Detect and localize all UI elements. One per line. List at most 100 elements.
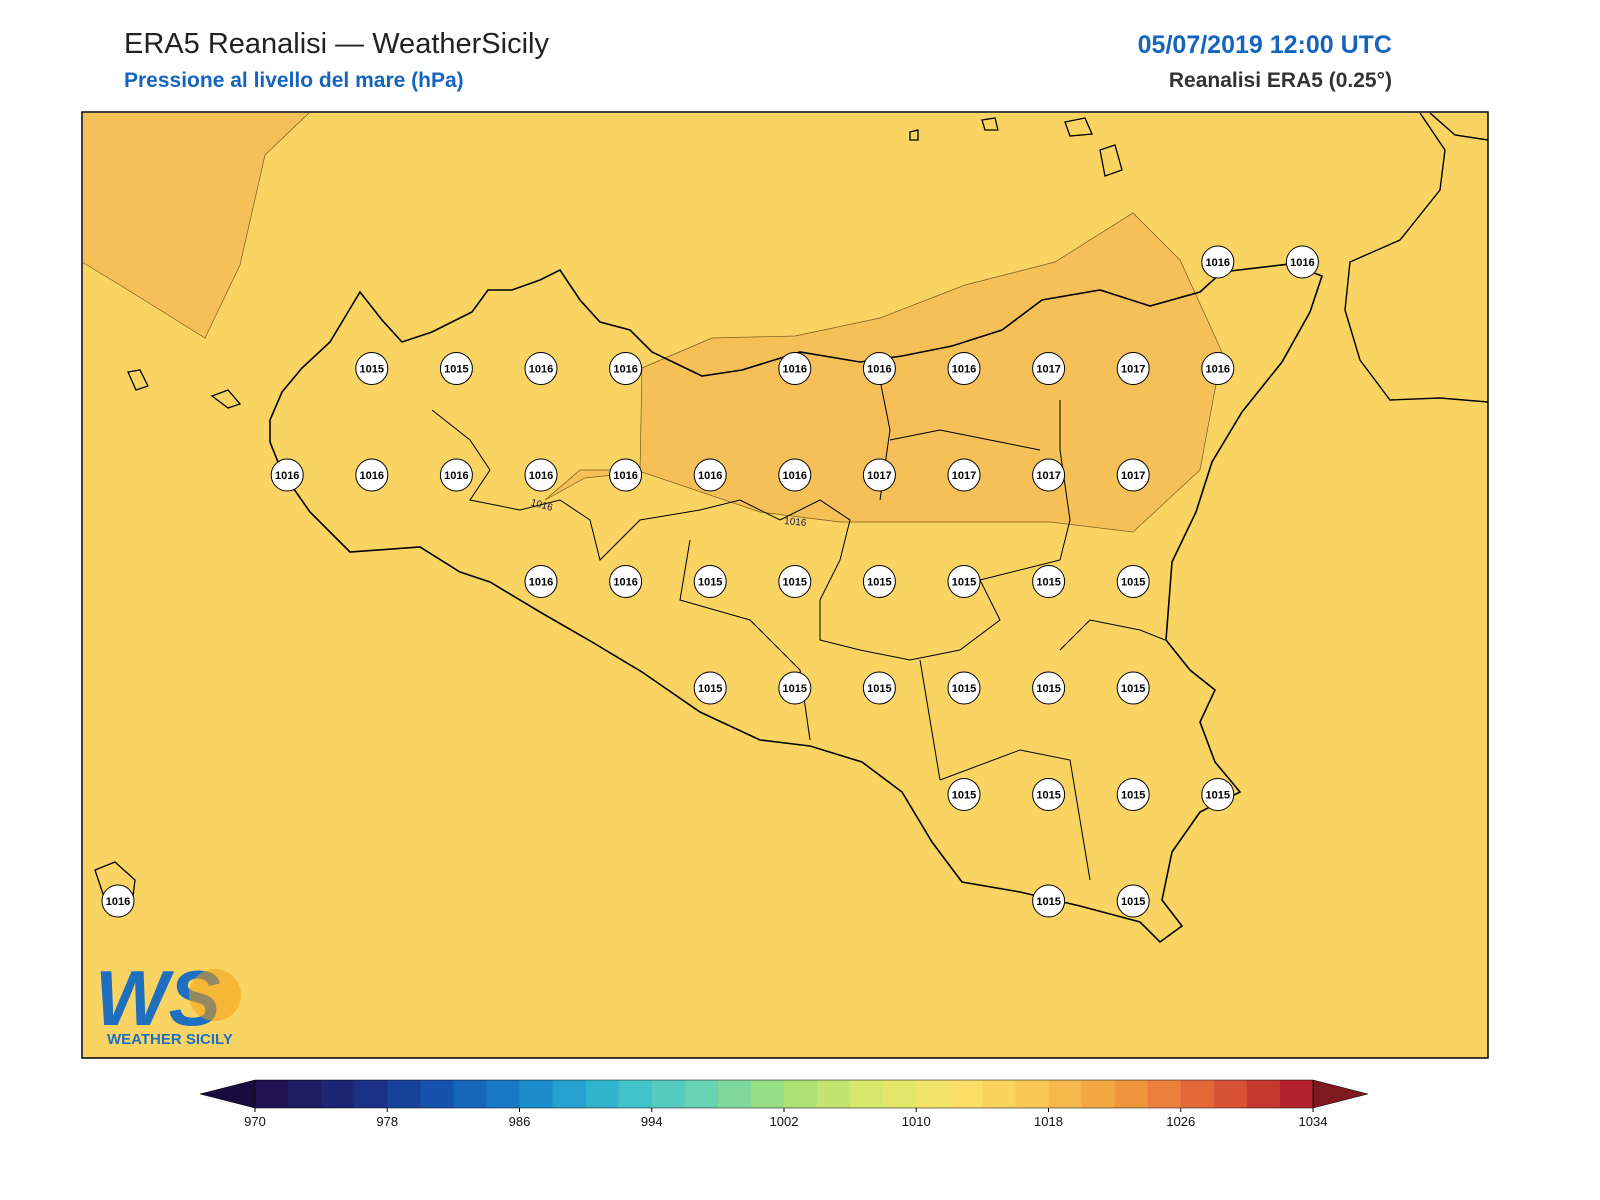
station: 1015 [778, 565, 812, 598]
colorbar-swatch [552, 1080, 587, 1108]
station: 1015 [1116, 671, 1150, 705]
station: 1015 [947, 671, 981, 705]
station: 1016 [1201, 352, 1235, 385]
station: 1017 [1116, 458, 1150, 492]
station: 1015 [778, 671, 812, 705]
station: 1016 [524, 565, 558, 598]
station-marker [524, 565, 558, 598]
station-marker [778, 671, 812, 705]
colorbar-swatch [288, 1080, 322, 1108]
stations: 1016 1016 1015 1015 1016 1016 1016 1016 1016 1017… [101, 245, 1319, 918]
station: 1016 [778, 352, 812, 385]
station: 1015 [1116, 884, 1150, 918]
station-marker [1032, 671, 1066, 705]
colorbar-extend-high [1312, 1079, 1369, 1109]
colorbar-swatch [916, 1080, 950, 1108]
station-value: 1015 [1036, 896, 1060, 908]
station-value: 1016 [613, 576, 637, 588]
station-marker [693, 565, 727, 598]
station-value: 1015 [952, 789, 976, 801]
station-marker [355, 458, 389, 492]
station-marker [439, 458, 473, 492]
station-value: 1016 [613, 363, 637, 375]
station-marker [693, 671, 727, 705]
colorbar-tick-label: 1010 [902, 1114, 931, 1129]
station-marker [524, 458, 558, 492]
station-value: 1016 [275, 470, 299, 482]
station-marker [270, 458, 304, 492]
station: 1016 [524, 458, 558, 492]
station: 1017 [947, 458, 981, 492]
colorbar-swatch [1279, 1080, 1314, 1108]
colorbar-swatch [982, 1080, 1016, 1108]
station: 1015 [693, 671, 727, 705]
colorbar-swatch [1180, 1080, 1215, 1108]
station-value: 1016 [360, 470, 384, 482]
logo-sun [189, 969, 241, 1021]
colorbar-swatch [1114, 1080, 1149, 1108]
station-value: 1016 [529, 576, 553, 588]
coastline [269, 263, 1324, 944]
pressure-region [83, 113, 310, 339]
colorbar-swatch [717, 1080, 752, 1108]
colorbar-swatch [585, 1080, 620, 1108]
colorbar-swatch [618, 1080, 653, 1108]
station-value: 1016 [952, 363, 976, 375]
station: 1015 [862, 565, 896, 598]
station: 1016 [439, 458, 473, 492]
station: 1015 [1201, 778, 1235, 811]
station-marker [355, 352, 389, 385]
map-frame [81, 111, 1489, 1059]
station: 1016 [355, 458, 389, 492]
colorbar-swatch [651, 1080, 686, 1108]
station-marker [1116, 352, 1150, 385]
colorbar-swatch [1147, 1080, 1182, 1108]
station: 1016 [693, 458, 727, 492]
station: 1015 [1032, 884, 1066, 918]
station: 1016 [270, 458, 304, 492]
station: 1015 [1032, 565, 1066, 598]
title: ERA5 Reanalisi — WeatherSicily [124, 28, 549, 60]
colorbar-swatch [1081, 1080, 1116, 1108]
station-value: 1016 [783, 363, 807, 375]
station-marker [1032, 352, 1066, 385]
station-marker [947, 778, 981, 811]
station-value: 1016 [613, 470, 637, 482]
station-value: 1017 [1121, 363, 1145, 375]
station: 1015 [947, 778, 981, 811]
station: 1016 [862, 352, 896, 385]
station-marker [439, 352, 473, 385]
station-marker [1032, 778, 1066, 811]
station: 1017 [1032, 458, 1066, 492]
station-marker [947, 565, 981, 598]
station: 1015 [355, 352, 389, 385]
colorbar-swatch [486, 1080, 520, 1108]
station-marker [1201, 778, 1235, 811]
station-marker [862, 352, 896, 385]
station-value: 1017 [952, 470, 976, 482]
colorbar-swatch [850, 1080, 884, 1108]
station-value: 1015 [1036, 789, 1060, 801]
station-marker [778, 458, 812, 492]
station-marker [693, 458, 727, 492]
colorbar-swatch [1246, 1080, 1281, 1108]
station-marker [101, 884, 135, 918]
station: 1015 [1116, 778, 1150, 811]
station: 1015 [947, 565, 981, 598]
station-value: 1017 [1036, 470, 1060, 482]
station-marker [1116, 458, 1150, 492]
colorbar-swatch [750, 1080, 785, 1108]
station-value: 1016 [529, 470, 553, 482]
station-value: 1015 [444, 363, 468, 375]
colorbar-tick-label: 1002 [770, 1114, 799, 1129]
station: 1015 [862, 671, 896, 705]
colorbar-swatch [817, 1080, 851, 1108]
station-value: 1016 [106, 896, 130, 908]
map-area: 1016 1016 1015 1015 1016 1016 1016 1016 1016 1017… [83, 113, 1488, 1058]
station: 1016 [609, 565, 643, 598]
logo: WS WEATHER SICILY [95, 954, 241, 1048]
calabria-coast [1344, 113, 1488, 403]
station-marker [1116, 565, 1150, 598]
datetime: 05/07/2019 12:00 UTC [1138, 31, 1392, 59]
station: 1016 [947, 352, 981, 385]
